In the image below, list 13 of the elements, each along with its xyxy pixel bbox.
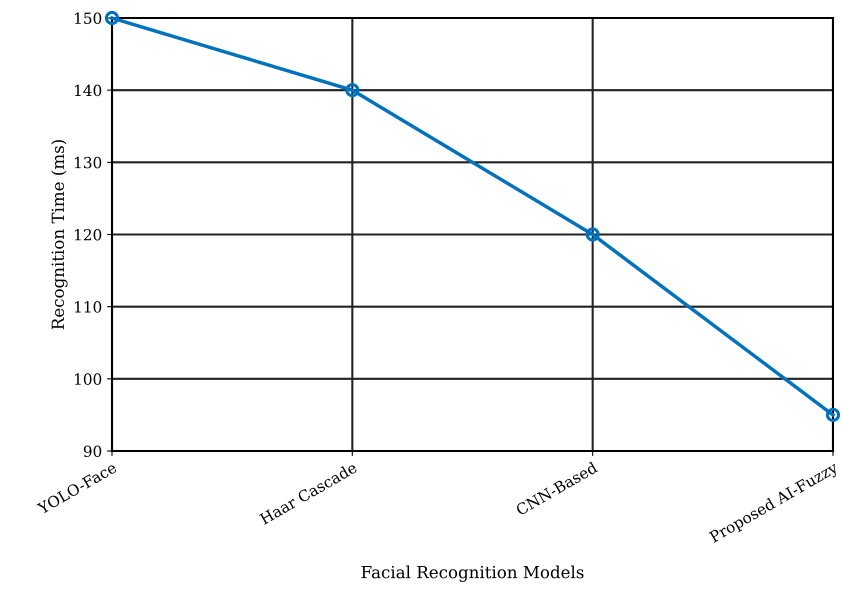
y-tick-label: 120 <box>74 228 102 241</box>
point <box>345 83 360 98</box>
y-tick-label: 150 <box>74 12 102 24</box>
y-tick-label: 140 <box>74 84 102 96</box>
y-tick-label: 110 <box>74 301 102 313</box>
point <box>826 408 840 422</box>
y-axis-title: Recognition Time (ms) <box>51 140 68 330</box>
x-axis-title: Facial Recognition Models <box>362 566 584 582</box>
y-tick-label: 90 <box>84 445 102 458</box>
y-tick-label: 130 <box>74 156 102 168</box>
point <box>586 227 600 242</box>
point <box>104 10 120 26</box>
y-tick-label: 100 <box>74 373 102 385</box>
